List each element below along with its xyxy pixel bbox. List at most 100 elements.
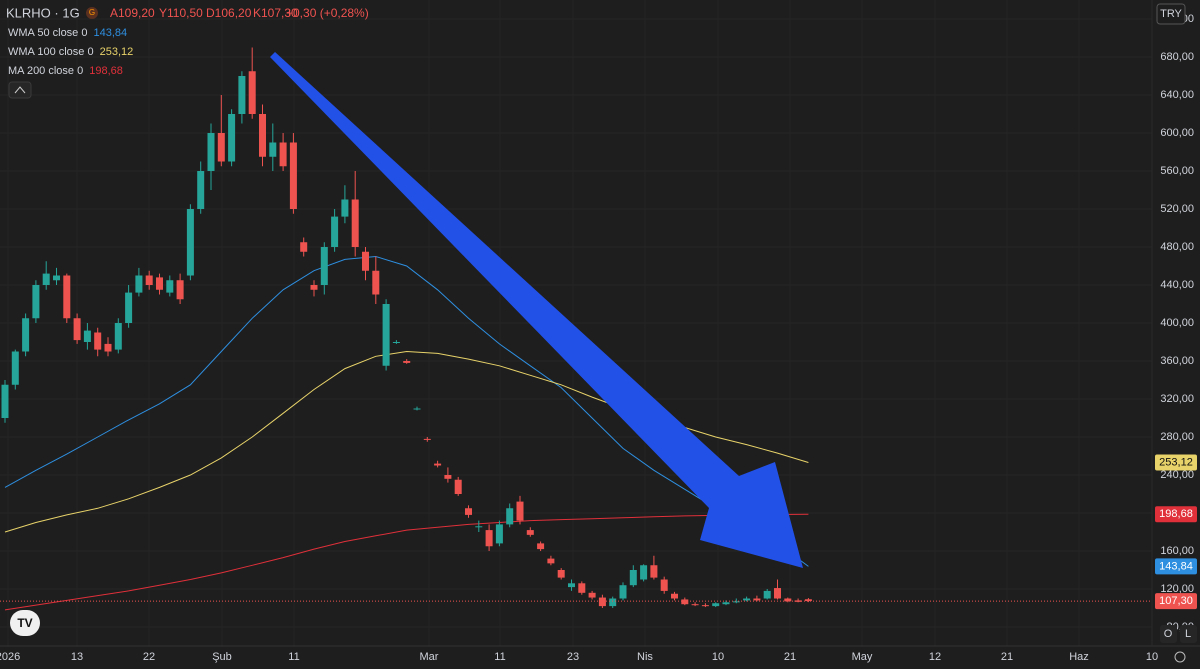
candle-body	[166, 280, 174, 293]
candle-body	[722, 602, 730, 605]
candle-body	[465, 508, 472, 515]
price-badge	[1155, 558, 1197, 575]
candle-body	[413, 408, 421, 410]
y-tick-label: 480,00	[1160, 241, 1194, 253]
candle-body	[310, 285, 318, 290]
y-tick-label: 520,00	[1160, 203, 1194, 215]
y-tick-label: 120,00	[1160, 583, 1194, 595]
x-axis: 2026 13 22 Şub 11 Mar 11 23 Nis 10 21 May 12 21 Haz 10	[0, 651, 1158, 663]
candle-body	[568, 583, 575, 588]
candle-body	[228, 114, 236, 162]
candle-body	[588, 592, 596, 598]
x-tick-label: 10	[712, 651, 724, 663]
candle-body	[557, 570, 565, 578]
ohlc-open: A109,20	[110, 6, 155, 20]
candle-body	[372, 270, 380, 295]
settings-icon[interactable]	[1174, 651, 1186, 663]
candle-body	[197, 171, 205, 209]
candle-body	[320, 247, 328, 285]
candle-body	[186, 209, 194, 276]
candle-body	[701, 605, 709, 607]
x-tick-label: 11	[494, 651, 505, 663]
candle-body	[712, 603, 720, 607]
y-tick-label: 600,00	[1160, 127, 1194, 139]
candle-body	[382, 304, 390, 366]
candle-body	[743, 598, 751, 601]
price-badge-label: 143,84	[1159, 560, 1193, 572]
candle-body	[609, 598, 617, 607]
legend-value: 253,12	[100, 46, 134, 58]
x-tick-label: 22	[143, 651, 155, 663]
candle-body	[423, 438, 431, 440]
candle-body	[485, 530, 493, 547]
candle-body	[495, 524, 503, 544]
x-tick-label: Haz	[1069, 651, 1089, 663]
x-tick-label: 10	[1146, 651, 1158, 663]
candle-body	[362, 251, 369, 271]
candle-body	[42, 273, 50, 285]
candle-body	[156, 277, 163, 290]
badge-icon	[86, 7, 98, 19]
candle-body	[598, 597, 606, 607]
candle-body	[207, 133, 215, 171]
x-tick-label: 21	[784, 651, 796, 663]
candle-body	[454, 479, 462, 494]
tv-logo	[10, 610, 40, 636]
legend-name: WMA 50 close 0	[8, 27, 87, 39]
x-tick-label: Mar	[420, 651, 439, 663]
button-o-label: O	[1164, 628, 1173, 640]
candle-body	[94, 332, 102, 350]
button-l[interactable]	[1180, 625, 1197, 643]
candle-body	[269, 142, 277, 157]
candle-body	[763, 590, 771, 599]
y-tick-label: 280,00	[1160, 431, 1194, 443]
ohlc-close: K107,30	[253, 6, 298, 20]
candle-body	[691, 604, 699, 606]
candle-body	[145, 275, 153, 285]
currency: TRY	[1160, 8, 1182, 20]
candle-body	[619, 585, 627, 599]
y-tick-label: 680,00	[1160, 51, 1194, 63]
candle-body	[506, 508, 514, 525]
x-tick-label: May	[852, 651, 873, 663]
y-tick-label: 640,00	[1160, 89, 1194, 101]
candle-body	[300, 242, 308, 252]
candle-body	[660, 579, 668, 591]
price-labels: 143,84 253,12 198,68 107,30	[0, 454, 1197, 610]
candles	[1, 47, 812, 608]
y-tick-label: 560,00	[1160, 165, 1194, 177]
candle-body	[341, 199, 349, 217]
candle-body	[135, 275, 143, 293]
candle-body	[238, 76, 246, 114]
candle-body	[104, 343, 112, 352]
candle-body	[434, 463, 442, 466]
y-axis: 80,00120,00160,00200,00240,00280,00320,0…	[1160, 13, 1194, 633]
candle-body	[11, 351, 19, 385]
candle-body	[114, 323, 122, 350]
legend: WMA 50 close 0 143,84 WMA 100 close 0 253,1…	[8, 27, 133, 77]
candle-body	[475, 526, 483, 528]
price-badge	[1155, 506, 1197, 523]
last-price-badge	[1155, 593, 1197, 610]
collapse-button[interactable]	[8, 81, 32, 99]
currency-button[interactable]	[1156, 3, 1186, 25]
candle-body	[63, 275, 71, 319]
price-badge	[1155, 454, 1197, 471]
symbol: KLRHO · 1G	[6, 5, 80, 20]
candle-body	[73, 318, 81, 341]
ohlc-high: Y110,50	[159, 6, 203, 20]
candle-body	[774, 588, 781, 599]
candle-body	[516, 501, 524, 521]
tv-logo-mark: TV	[17, 616, 32, 630]
ohlc-low: D106,20	[206, 6, 252, 20]
candle-body	[784, 598, 792, 602]
x-tick-label: 13	[71, 651, 83, 663]
last-price-label: 107,30	[1159, 595, 1193, 607]
button-o[interactable]	[1160, 625, 1177, 643]
legend-value: 143,84	[93, 27, 127, 39]
x-tick-label: 21	[1001, 651, 1013, 663]
y-tick-label: 160,00	[1160, 545, 1194, 557]
price-badge-label: 253,12	[1159, 456, 1193, 468]
candle-body	[403, 361, 411, 363]
